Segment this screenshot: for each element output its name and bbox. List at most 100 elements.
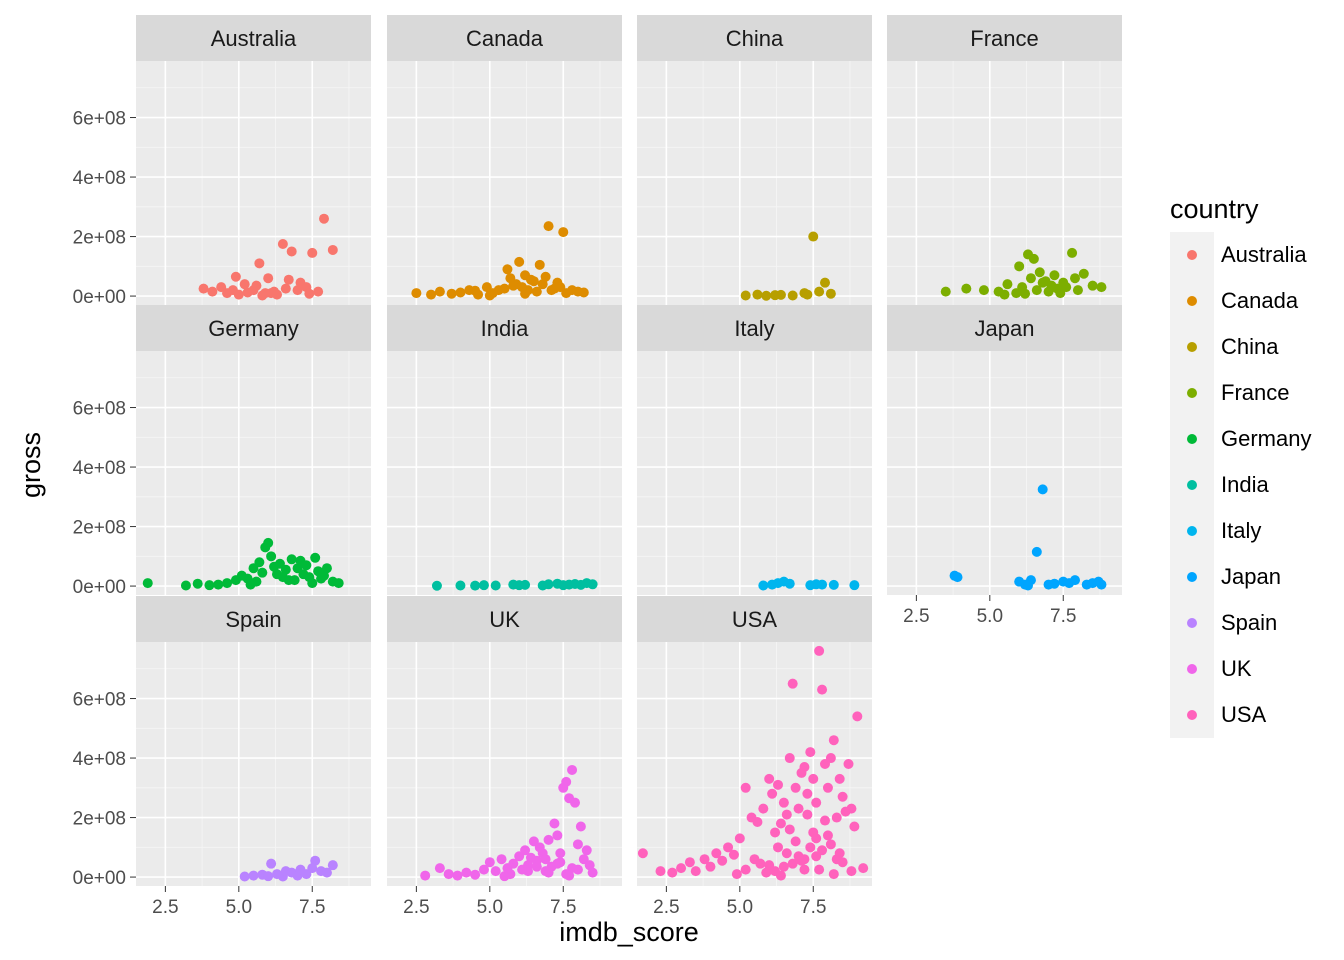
point-usa bbox=[655, 866, 666, 877]
point-usa bbox=[825, 839, 836, 850]
point-usa bbox=[802, 788, 813, 799]
point-australia bbox=[254, 258, 265, 269]
point-uk bbox=[570, 797, 580, 808]
point-uk bbox=[484, 857, 495, 868]
point-australia bbox=[263, 273, 274, 284]
point-canada bbox=[543, 221, 554, 232]
facet-strip-canada bbox=[387, 15, 622, 61]
point-spain bbox=[266, 858, 277, 869]
point-usa bbox=[837, 791, 848, 802]
point-uk bbox=[508, 858, 519, 869]
point-germany bbox=[213, 579, 224, 590]
legend-label-australia: Australia bbox=[1221, 242, 1307, 267]
point-canada bbox=[470, 285, 481, 296]
point-france bbox=[1031, 285, 1042, 296]
y-tick-label: 0e+00 bbox=[73, 868, 126, 889]
point-usa bbox=[811, 833, 822, 844]
point-uk bbox=[478, 864, 489, 875]
point-france bbox=[1025, 273, 1036, 284]
point-china bbox=[802, 289, 813, 300]
point-germany bbox=[254, 557, 265, 568]
point-india bbox=[470, 580, 481, 591]
legend-point-italy bbox=[1187, 526, 1197, 536]
x-tick-label: 2.5 bbox=[903, 606, 929, 627]
point-uk bbox=[434, 863, 445, 874]
point-china bbox=[820, 277, 830, 288]
point-france bbox=[940, 286, 951, 297]
point-france bbox=[1028, 253, 1039, 264]
facet-title-japan: Japan bbox=[975, 316, 1035, 341]
point-canada bbox=[434, 286, 445, 297]
point-germany bbox=[280, 564, 291, 575]
y-tick-label: 6e+08 bbox=[73, 690, 126, 711]
point-germany bbox=[307, 578, 318, 589]
point-usa bbox=[778, 797, 789, 808]
legend-point-uk bbox=[1187, 664, 1197, 674]
facet-strip-japan bbox=[887, 305, 1122, 351]
point-canada bbox=[534, 259, 545, 270]
point-usa bbox=[802, 809, 813, 820]
point-uk bbox=[540, 866, 551, 877]
x-tick-label: 7.5 bbox=[1050, 606, 1076, 627]
facet-strip-uk bbox=[387, 596, 622, 642]
legend-point-spain bbox=[1187, 618, 1197, 628]
point-usa bbox=[805, 747, 816, 758]
point-canada bbox=[531, 286, 542, 297]
point-usa bbox=[843, 759, 854, 769]
point-france bbox=[961, 283, 972, 294]
point-australia bbox=[257, 290, 268, 301]
point-usa bbox=[731, 869, 742, 880]
point-usa bbox=[831, 854, 842, 865]
point-usa bbox=[784, 753, 795, 764]
point-australia bbox=[207, 286, 218, 297]
point-india bbox=[478, 580, 489, 591]
point-canada bbox=[508, 280, 519, 291]
point-usa bbox=[822, 782, 833, 793]
point-usa bbox=[758, 803, 769, 814]
point-india bbox=[490, 580, 501, 591]
y-tick-label: 2e+08 bbox=[73, 228, 126, 249]
point-spain bbox=[327, 860, 338, 871]
point-uk bbox=[540, 854, 551, 865]
legend-label-japan: Japan bbox=[1221, 564, 1281, 589]
point-canada bbox=[455, 287, 466, 298]
point-uk bbox=[564, 870, 575, 881]
point-australia bbox=[280, 283, 291, 294]
legend-label-usa: USA bbox=[1221, 702, 1267, 727]
point-usa bbox=[822, 830, 833, 841]
point-france bbox=[1087, 280, 1098, 291]
point-germany bbox=[321, 563, 332, 574]
point-usa bbox=[734, 833, 745, 844]
point-usa bbox=[778, 861, 789, 872]
point-france bbox=[1078, 268, 1089, 279]
point-usa bbox=[717, 855, 728, 866]
point-usa bbox=[755, 858, 766, 869]
point-uk bbox=[575, 821, 586, 832]
point-germany bbox=[301, 560, 312, 571]
point-france bbox=[1055, 288, 1066, 299]
point-uk bbox=[543, 834, 554, 845]
point-usa bbox=[773, 842, 783, 853]
point-france bbox=[999, 289, 1010, 300]
y-tick-label: 4e+08 bbox=[73, 749, 126, 770]
point-italy bbox=[784, 578, 795, 589]
point-canada bbox=[446, 288, 457, 299]
y-tick-label: 0e+00 bbox=[73, 577, 126, 598]
point-usa bbox=[846, 866, 857, 877]
point-uk bbox=[490, 866, 501, 877]
point-australia bbox=[327, 244, 338, 255]
point-usa bbox=[790, 782, 801, 793]
point-usa bbox=[781, 809, 792, 820]
legend-label-india: India bbox=[1221, 472, 1269, 497]
point-australia bbox=[277, 239, 288, 249]
point-usa bbox=[699, 854, 710, 865]
point-australia bbox=[198, 283, 209, 294]
point-germany bbox=[245, 579, 256, 590]
point-japan bbox=[1070, 575, 1080, 586]
point-india bbox=[587, 579, 598, 590]
legend-point-canada bbox=[1187, 296, 1197, 306]
x-tick-label: 5.0 bbox=[226, 897, 252, 918]
point-uk bbox=[555, 848, 566, 859]
facet-title-canada: Canada bbox=[466, 26, 544, 51]
facet-strip-usa bbox=[637, 596, 872, 642]
